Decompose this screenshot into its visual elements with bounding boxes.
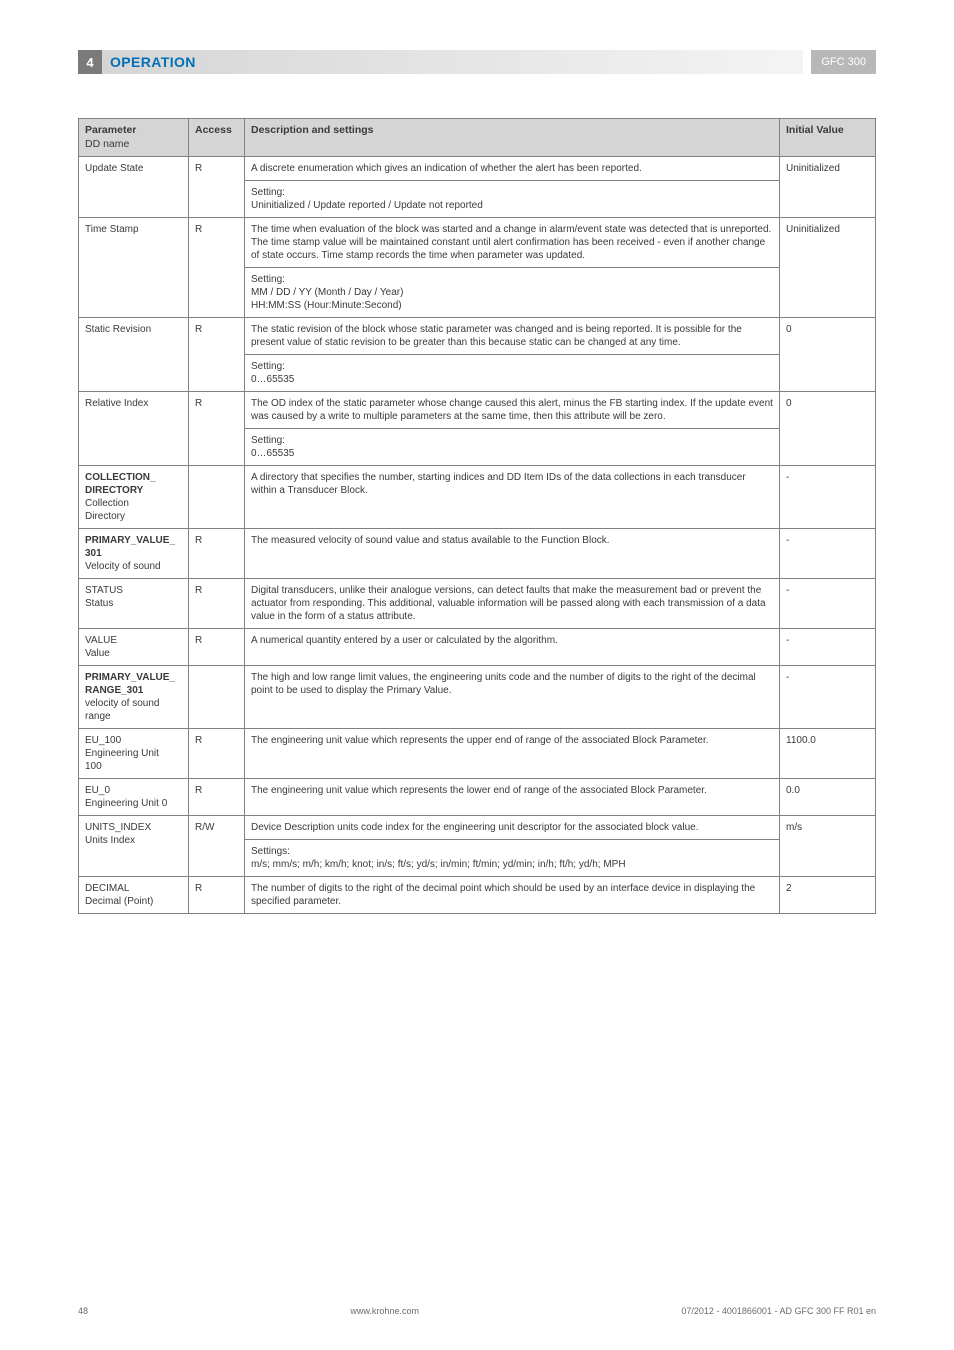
desc-cell: A numerical quantity entered by a user o… xyxy=(245,629,780,666)
access-cell: R xyxy=(189,218,245,318)
initial-cell: 0 xyxy=(780,392,876,466)
initial-cell: - xyxy=(780,579,876,629)
param-cell: VALUEValue xyxy=(79,629,189,666)
desc-cell: A directory that specifies the number, s… xyxy=(245,466,780,529)
param-cell: DECIMALDecimal (Point) xyxy=(79,877,189,914)
desc-cell: The engineering unit value which represe… xyxy=(245,729,780,779)
access-cell: R xyxy=(189,779,245,816)
desc-cell: The OD index of the static parameter who… xyxy=(245,392,780,429)
access-cell xyxy=(189,466,245,529)
section-number: 4 xyxy=(78,50,102,74)
access-cell xyxy=(189,666,245,729)
param-cell: Static Revision xyxy=(79,318,189,392)
footer-site: www.krohne.com xyxy=(350,1306,419,1316)
setting-cell: Setting:Uninitialized / Update reported … xyxy=(245,181,780,218)
desc-cell: The static revision of the block whose s… xyxy=(245,318,780,355)
desc-cell: The high and low range limit values, the… xyxy=(245,666,780,729)
desc-cell: Digital transducers, unlike their analog… xyxy=(245,579,780,629)
model-box: GFC 300 xyxy=(811,50,876,74)
initial-cell: Uninitialized xyxy=(780,218,876,318)
param-cell: PRIMARY_VALUE_RANGE_301velocity of sound… xyxy=(79,666,189,729)
initial-cell: - xyxy=(780,666,876,729)
setting-cell: Settings:m/s; mm/s; m/h; km/h; knot; in/… xyxy=(245,840,780,877)
access-cell: R xyxy=(189,579,245,629)
initial-cell: - xyxy=(780,529,876,579)
page-number: 48 xyxy=(78,1306,88,1316)
desc-cell: The engineering unit value which represe… xyxy=(245,779,780,816)
param-cell: Update State xyxy=(79,157,189,218)
param-cell: Time Stamp xyxy=(79,218,189,318)
param-cell: PRIMARY_VALUE_301Velocity of sound xyxy=(79,529,189,579)
col-description: Description and settings xyxy=(245,119,780,157)
access-cell: R xyxy=(189,629,245,666)
initial-cell: 0 xyxy=(780,318,876,392)
desc-cell: Device Description units code index for … xyxy=(245,816,780,840)
access-cell: R/W xyxy=(189,816,245,877)
access-cell: R xyxy=(189,157,245,218)
desc-cell: The measured velocity of sound value and… xyxy=(245,529,780,579)
param-cell: STATUSStatus xyxy=(79,579,189,629)
page-header: 4 OPERATION GFC 300 xyxy=(78,50,876,74)
initial-cell: 0.0 xyxy=(780,779,876,816)
setting-cell: Setting:0…65535 xyxy=(245,355,780,392)
access-cell: R xyxy=(189,529,245,579)
access-cell: R xyxy=(189,877,245,914)
parameters-table: Parameter DD name Access Description and… xyxy=(78,118,876,914)
initial-cell: m/s xyxy=(780,816,876,877)
param-cell: COLLECTION_DIRECTORYCollectionDirectory xyxy=(79,466,189,529)
desc-cell: A discrete enumeration which gives an in… xyxy=(245,157,780,181)
access-cell: R xyxy=(189,318,245,392)
param-cell: EU_100Engineering Unit100 xyxy=(79,729,189,779)
param-cell: Relative Index xyxy=(79,392,189,466)
section-title: OPERATION xyxy=(102,50,803,74)
initial-cell: 2 xyxy=(780,877,876,914)
initial-cell: - xyxy=(780,629,876,666)
col-initial: Initial Value xyxy=(780,119,876,157)
initial-cell: Uninitialized xyxy=(780,157,876,218)
access-cell: R xyxy=(189,392,245,466)
desc-cell: The number of digits to the right of the… xyxy=(245,877,780,914)
page-footer: 48 www.krohne.com 07/2012 - 4001866001 -… xyxy=(78,1306,876,1316)
access-cell: R xyxy=(189,729,245,779)
setting-cell: Setting:0…65535 xyxy=(245,429,780,466)
initial-cell: 1100.0 xyxy=(780,729,876,779)
col-parameter: Parameter DD name xyxy=(79,119,189,157)
param-cell: EU_0Engineering Unit 0 xyxy=(79,779,189,816)
setting-cell: Setting:MM / DD / YY (Month / Day / Year… xyxy=(245,268,780,318)
desc-cell: The time when evaluation of the block wa… xyxy=(245,218,780,268)
col-access: Access xyxy=(189,119,245,157)
footer-doc: 07/2012 - 4001866001 - AD GFC 300 FF R01… xyxy=(681,1306,876,1316)
initial-cell: - xyxy=(780,466,876,529)
param-cell: UNITS_INDEXUnits Index xyxy=(79,816,189,877)
